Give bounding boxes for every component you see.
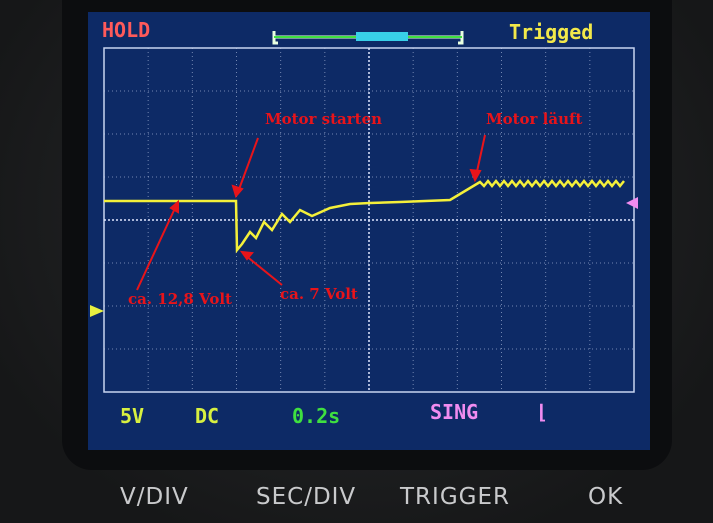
annotation-motor-start: Motor starten — [265, 110, 383, 128]
trigger-button-label[interactable]: TRIGGER — [400, 484, 510, 510]
trigger-level-marker — [626, 197, 638, 209]
signal-trace — [104, 178, 625, 254]
annotation-arrows — [136, 134, 486, 291]
annotation-idle-voltage: ca. 12,8 Volt — [128, 290, 232, 308]
channel-level-marker — [90, 305, 104, 317]
buffer-window[interactable] — [356, 32, 408, 41]
hold-indicator: HOLD — [102, 18, 151, 42]
vdiv-button-label[interactable]: V/DIV — [120, 484, 189, 510]
annotation-drop-voltage: ca. 7 Volt — [280, 285, 358, 303]
annotation-motor-running: Motor läuft — [486, 110, 583, 128]
ok-button-label[interactable]: OK — [588, 484, 624, 510]
secdiv-button-label[interactable]: SEC/DIV — [256, 484, 357, 510]
coupling-mode: DC — [195, 404, 220, 428]
time-per-div: 0.2s — [292, 404, 341, 428]
trigger-status: Trigged — [509, 20, 594, 44]
volts-per-div: 5V — [120, 404, 145, 428]
trigger-edge-icon: ⌊ — [536, 400, 549, 424]
trigger-mode: SING — [430, 400, 479, 424]
